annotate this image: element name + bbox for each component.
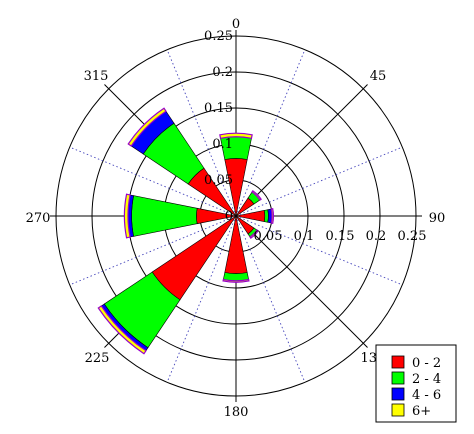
legend-label-1: 2 - 4 [412,372,441,387]
r-label-upper-3: 0.15 [204,101,233,116]
legend: 0 - 2 2 - 4 4 - 6 6+ [375,344,457,423]
r-label-upper-5: 0.25 [204,29,233,44]
legend-box [375,344,457,423]
direction-label-135: 13 [360,351,377,366]
bar-dir225-3 [97,305,147,355]
minor-spoke-22.5 [235,49,306,217]
legend-item-0: 0 - 2 [391,355,441,371]
outer-tick-45 [362,84,368,90]
direction-label-90: 90 [429,211,446,226]
r-label-upper-0: 0 [225,209,233,224]
r-label-right-0: 0.05 [254,229,283,244]
bar-dir90-1 [263,209,269,223]
bar-dir135-3 [249,229,259,239]
r-label-right-3: 0.2 [366,229,387,244]
r-label-upper-4: 0.2 [212,65,233,80]
r-label-right-4: 0.25 [398,229,427,244]
legend-swatch-0 [391,355,405,369]
legend-label-3: 6+ [412,404,431,419]
bar-dir180-1 [223,272,249,282]
direction-label-315: 315 [84,69,109,84]
bars-layer [97,107,275,355]
bar-dir270-3 [123,193,131,239]
r-label-upper-2: 0.1 [212,137,233,152]
legend-swatch-1 [391,371,405,385]
direction-label-45: 45 [370,69,387,84]
labels-layer: 0 45 90 13 180 225 270 315 0 0.05 0.1 0.15 0.2 0.25 0.… [26,17,446,420]
r-label-upper-1: 0.05 [204,173,233,188]
bar-dir0-3 [219,132,253,140]
minor-spoke-112.5 [235,215,403,286]
legend-item-1: 2 - 4 [391,371,441,387]
direction-label-0: 0 [232,17,240,32]
spoke-135 [235,215,364,344]
bar-dir180-3 [222,278,250,283]
outer-tick-315 [104,84,110,90]
legend-swatch-3 [391,403,405,417]
minor-spoke-67.5 [235,146,403,217]
bar-dir45-3 [251,190,262,201]
outer-tick-135 [362,342,368,348]
r-label-right-2: 0.15 [326,229,355,244]
legend-label-0: 0 - 2 [412,356,441,371]
legend-swatch-2 [391,387,405,401]
legend-item-2: 4 - 6 [391,387,441,403]
bar-dir270-1 [131,195,198,237]
bar-dir90-3 [270,207,275,225]
bar-dir315-3 [127,107,167,147]
direction-label-225: 225 [85,351,110,366]
outer-tick-225 [104,342,110,348]
r-label-right-1: 0.1 [294,229,315,244]
legend-label-2: 4 - 6 [412,388,441,403]
direction-label-270: 270 [26,211,51,226]
direction-label-180: 180 [224,405,249,420]
legend-item-3: 6+ [391,403,431,419]
